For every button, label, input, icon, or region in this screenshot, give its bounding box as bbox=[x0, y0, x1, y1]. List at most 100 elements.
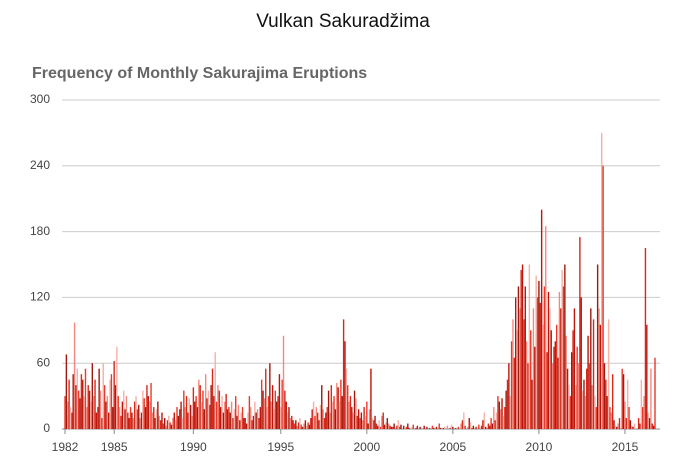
bar bbox=[637, 418, 640, 429]
bar bbox=[583, 379, 585, 429]
bar bbox=[284, 390, 286, 429]
bar bbox=[352, 412, 354, 429]
bar bbox=[94, 379, 96, 429]
bar bbox=[651, 423, 653, 429]
bar bbox=[580, 297, 582, 429]
bar bbox=[161, 412, 163, 429]
bar bbox=[595, 407, 597, 429]
bar bbox=[540, 209, 543, 429]
bar bbox=[521, 264, 524, 429]
bar bbox=[535, 275, 537, 429]
bar bbox=[345, 368, 348, 429]
bar bbox=[625, 418, 628, 429]
bar bbox=[125, 396, 128, 429]
bar bbox=[165, 425, 167, 429]
bar bbox=[239, 420, 241, 429]
bar bbox=[643, 396, 645, 429]
bar bbox=[118, 407, 121, 429]
bar bbox=[381, 415, 383, 429]
bar bbox=[292, 420, 294, 429]
bar bbox=[71, 412, 73, 429]
bar bbox=[196, 407, 199, 429]
bar bbox=[359, 418, 361, 429]
bar bbox=[228, 407, 230, 429]
bar bbox=[110, 374, 113, 429]
bar bbox=[387, 423, 390, 429]
bar bbox=[538, 280, 540, 429]
bar bbox=[621, 368, 623, 429]
bar bbox=[644, 248, 647, 429]
bar bbox=[120, 415, 122, 429]
bar bbox=[514, 297, 517, 429]
bar bbox=[310, 418, 312, 429]
bar bbox=[654, 357, 656, 429]
bar bbox=[357, 409, 360, 429]
bar bbox=[362, 420, 364, 429]
bar bbox=[590, 308, 592, 429]
bar bbox=[109, 379, 111, 429]
bar bbox=[267, 396, 270, 429]
bar bbox=[202, 390, 204, 429]
bar bbox=[431, 425, 434, 429]
bar bbox=[179, 409, 181, 429]
bar bbox=[374, 415, 376, 429]
bar bbox=[83, 396, 85, 429]
bar bbox=[297, 422, 300, 429]
bar bbox=[191, 415, 193, 429]
bar bbox=[121, 401, 124, 429]
bar bbox=[419, 426, 421, 429]
bar bbox=[236, 415, 238, 429]
x-tick-label: 1995 bbox=[267, 440, 294, 454]
bar bbox=[230, 401, 233, 429]
bar bbox=[464, 425, 466, 429]
bar bbox=[340, 379, 342, 429]
bar bbox=[75, 385, 77, 429]
bar bbox=[554, 341, 557, 429]
bar bbox=[355, 398, 357, 429]
bar bbox=[136, 409, 139, 429]
bar bbox=[497, 396, 499, 429]
bar bbox=[349, 396, 352, 429]
bar bbox=[273, 409, 275, 429]
bar bbox=[631, 425, 633, 429]
bar bbox=[591, 385, 593, 429]
bar bbox=[295, 420, 297, 429]
bar bbox=[370, 368, 372, 429]
page-title: Vulkan Sakuradžima bbox=[256, 11, 430, 32]
bar bbox=[483, 412, 485, 429]
bar bbox=[532, 308, 535, 429]
bar bbox=[170, 424, 173, 429]
bar bbox=[269, 363, 271, 429]
bar bbox=[449, 427, 451, 429]
bar bbox=[311, 409, 313, 429]
bar bbox=[499, 409, 502, 429]
bar bbox=[404, 427, 406, 429]
x-tick-label: 2015 bbox=[612, 440, 639, 454]
bar bbox=[159, 420, 162, 429]
bar bbox=[581, 390, 584, 429]
bar bbox=[184, 407, 186, 429]
bar bbox=[82, 379, 84, 429]
bar bbox=[334, 409, 337, 429]
bar bbox=[341, 396, 343, 429]
bar bbox=[594, 396, 596, 429]
bar bbox=[568, 385, 570, 429]
bar bbox=[547, 291, 550, 429]
bar bbox=[452, 426, 454, 429]
bar bbox=[162, 423, 165, 429]
bar bbox=[504, 407, 506, 429]
bar bbox=[366, 401, 368, 429]
bar bbox=[573, 308, 576, 429]
bar bbox=[90, 401, 92, 429]
bar bbox=[428, 427, 431, 429]
bar bbox=[188, 398, 190, 429]
bar bbox=[624, 401, 626, 429]
bar bbox=[337, 387, 339, 429]
x-tick-label: 1985 bbox=[101, 440, 128, 454]
bar bbox=[371, 418, 373, 429]
bar bbox=[114, 385, 117, 429]
chart-title: Frequency of Monthly Sakurajima Eruption… bbox=[32, 65, 367, 82]
bar bbox=[377, 425, 379, 429]
bar bbox=[467, 426, 469, 429]
bar bbox=[329, 412, 331, 429]
